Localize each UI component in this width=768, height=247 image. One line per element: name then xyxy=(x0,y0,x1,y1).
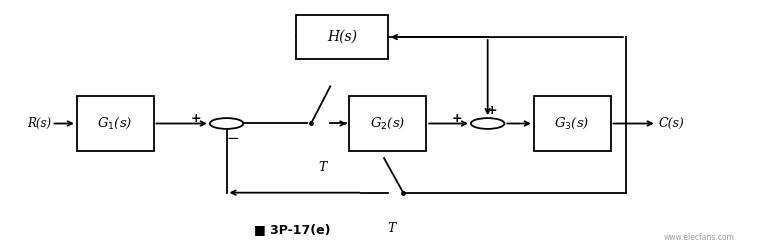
Bar xyxy=(534,96,611,151)
Text: G$_2$(s): G$_2$(s) xyxy=(370,116,406,131)
Text: www.elecfans.com: www.elecfans.com xyxy=(664,233,734,242)
Text: +: + xyxy=(452,112,462,125)
Circle shape xyxy=(210,118,243,129)
Text: T: T xyxy=(388,222,396,235)
Text: G$_3$(s): G$_3$(s) xyxy=(554,116,590,131)
Text: T: T xyxy=(319,161,326,174)
Text: ■ 3P-17(e): ■ 3P-17(e) xyxy=(253,223,330,236)
Text: C(s): C(s) xyxy=(659,117,685,130)
Text: +: + xyxy=(190,112,201,125)
Bar xyxy=(77,96,154,151)
Bar xyxy=(349,96,426,151)
Text: H(s): H(s) xyxy=(326,30,357,44)
Text: R(s): R(s) xyxy=(27,117,51,130)
Text: −: − xyxy=(227,131,239,146)
Text: G$_1$(s): G$_1$(s) xyxy=(98,116,133,131)
Circle shape xyxy=(471,118,505,129)
Bar xyxy=(296,15,388,59)
Text: +: + xyxy=(486,104,497,117)
